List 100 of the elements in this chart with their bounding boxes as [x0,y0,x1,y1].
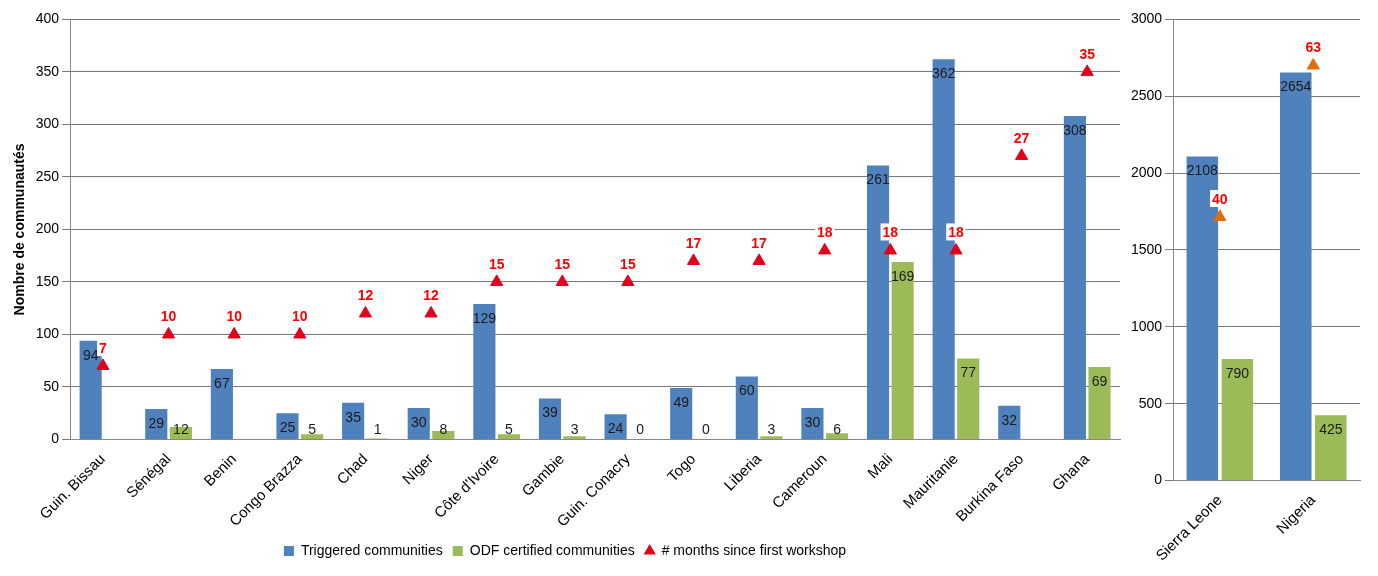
bar [497,434,521,439]
data-label: 63 [1305,39,1322,56]
data-label: 0 [636,421,645,438]
point [1015,148,1029,160]
data-label: 25 [279,419,296,436]
data-label: 30 [410,413,427,430]
data-label: 17 [751,234,768,251]
point [1080,64,1094,76]
data-label: 77 [960,364,977,381]
y-tick-label: 350 [35,62,60,79]
data-label: 18 [882,224,899,241]
bar [735,376,758,439]
y-tick-label: 2000 [1130,163,1163,180]
data-label: 0 [701,421,710,438]
point [490,274,504,286]
data-label: 362 [931,65,956,82]
y-tick-label: 0 [1154,471,1163,488]
data-label: 5 [505,421,514,438]
y-tick-label: 300 [35,115,60,132]
data-label: 1 [373,421,382,438]
point [358,305,372,318]
data-label: 30 [804,413,821,430]
bar [801,407,824,439]
data-label: 3 [767,421,776,438]
y-tick-label: 150 [35,272,60,289]
point [555,274,569,286]
data-label: 790 [1225,364,1250,381]
data-label: 425 [1319,421,1343,438]
y-tick-label: 0 [51,430,60,447]
legend-label: Triggered communities [300,541,443,558]
data-label: 35 [345,408,362,425]
data-label: 2654 [1280,78,1312,95]
legend-label: ODF certified communities [469,541,635,558]
y-tick-label: 200 [35,220,60,237]
data-label: 18 [948,224,964,241]
point [883,242,897,255]
data-label: 24 [607,420,624,437]
data-label: 29 [148,414,165,431]
y-tick-label: 500 [1138,394,1163,411]
data-label: 18 [816,224,833,241]
bar [891,262,914,439]
data-label: 7 [99,339,108,356]
data-label: 3 [570,421,579,438]
data-label: 12 [423,287,440,304]
bar [1280,72,1312,481]
point [227,326,241,339]
data-label: 69 [1091,372,1108,389]
bar [1221,359,1254,481]
bar [1063,116,1086,439]
y-tick-label: 1500 [1130,240,1163,257]
bar [1315,415,1347,481]
bar [957,358,980,439]
data-label: 10 [160,308,177,325]
point [96,358,110,370]
bar [301,434,324,439]
data-label: 15 [488,255,505,272]
point [818,242,832,255]
data-label: 308 [1063,121,1087,138]
data-label: 169 [890,267,915,284]
data-label: 39 [542,404,558,421]
data-label: 15 [620,255,636,272]
point [162,326,176,339]
y-tick-label: 3000 [1130,10,1163,27]
y-tick-label: 250 [35,167,60,184]
y-axis-title: Nombre de communautés [11,143,28,316]
bar [563,436,586,439]
bar [670,388,693,439]
point [949,242,963,255]
data-label: 94 [82,346,99,363]
bar [210,369,233,439]
bar [473,304,496,439]
data-label: 32 [1001,411,1018,428]
data-label: 12 [357,287,374,304]
data-label: 2108 [1186,162,1219,179]
data-label: 5 [308,421,317,438]
y-tick-label: 50 [43,377,60,394]
point [752,253,766,265]
bar [825,433,849,439]
data-label: 67 [214,374,230,391]
point [686,253,701,265]
bar [276,413,299,439]
x-tick-label: Togo [663,449,699,485]
data-label: 10 [226,308,243,325]
y-tick-label: 100 [35,325,60,342]
data-label: 15 [554,255,571,272]
data-label: 49 [673,393,690,410]
y-tick-label: 1000 [1130,317,1163,334]
data-label: 6 [833,421,842,438]
point [293,326,307,339]
y-tick-label: 400 [35,10,60,27]
data-label: 35 [1079,45,1096,62]
data-label: 10 [292,308,308,325]
bar [760,436,783,439]
y-tick-label: 2500 [1130,87,1163,104]
point [621,274,635,286]
data-label: 40 [1212,190,1228,207]
data-label: 60 [739,382,755,399]
bar [1088,367,1111,439]
legend-label: # months since first workshop [661,541,847,558]
point [424,305,438,318]
